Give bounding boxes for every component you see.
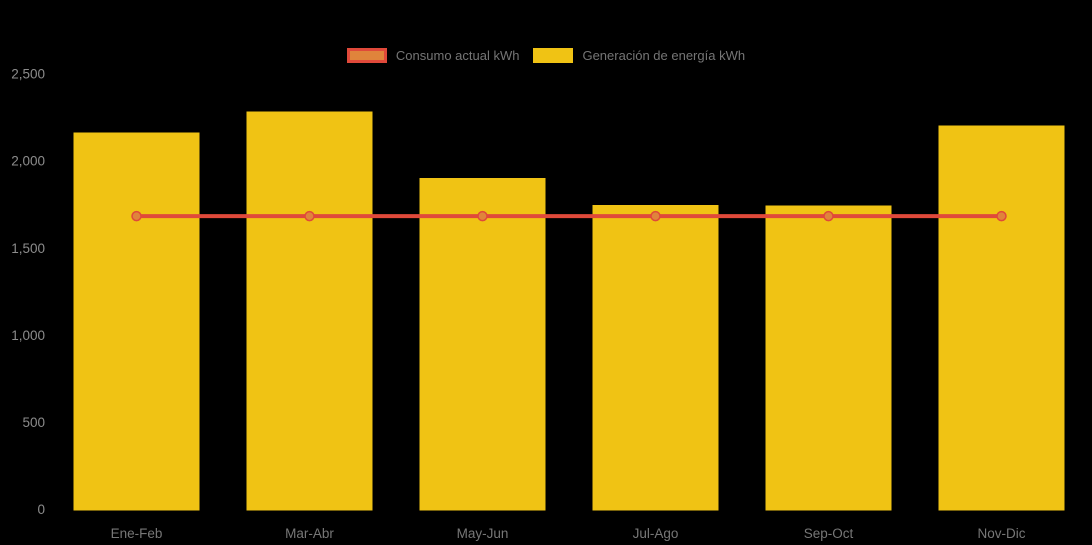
legend-item-generacion[interactable]: Generación de energía kWh bbox=[533, 48, 745, 63]
y-axis-tick-label: 2,500 bbox=[11, 67, 45, 82]
consumption-marker-Jul-Ago[interactable] bbox=[650, 210, 661, 222]
x-axis-tick-label: Sep-Oct bbox=[804, 526, 854, 541]
consumption-marker-May-Jun[interactable] bbox=[477, 210, 488, 222]
legend-item-consumo[interactable]: Consumo actual kWh bbox=[346, 48, 520, 63]
consumption-marker-Ene-Feb[interactable] bbox=[131, 210, 142, 222]
generation-bar-Jul-Ago[interactable] bbox=[592, 204, 719, 511]
y-axis-tick-label: 0 bbox=[37, 502, 45, 517]
generation-bar-Mar-Abr[interactable] bbox=[246, 111, 373, 511]
y-axis-tick-label: 1,000 bbox=[11, 328, 45, 343]
x-axis-tick-label: Nov-Dic bbox=[977, 526, 1025, 541]
y-axis-tick-label: 2,000 bbox=[11, 154, 45, 169]
generation-bar-Sep-Oct[interactable] bbox=[765, 205, 892, 511]
legend-label-consumo: Consumo actual kWh bbox=[395, 48, 520, 63]
x-axis-tick-label: Jul-Ago bbox=[633, 526, 679, 541]
consumption-marker-Nov-Dic[interactable] bbox=[996, 210, 1007, 222]
x-axis-tick-label: Mar-Abr bbox=[285, 526, 334, 541]
chart-legend: Consumo actual kWh Generación de energía… bbox=[0, 48, 1092, 63]
consumption-marker-Mar-Abr[interactable] bbox=[304, 210, 315, 222]
generacion-swatch-icon bbox=[533, 48, 574, 63]
x-axis-tick-label: May-Jun bbox=[457, 526, 509, 541]
y-axis-tick-label: 500 bbox=[22, 415, 45, 430]
legend-label-generacion: Generación de energía kWh bbox=[582, 48, 746, 63]
y-axis-tick-label: 1,500 bbox=[11, 241, 45, 256]
generation-bar-May-Jun[interactable] bbox=[419, 177, 546, 511]
consumo-swatch-icon bbox=[346, 48, 387, 63]
generation-bar-Ene-Feb[interactable] bbox=[73, 132, 200, 511]
generation-bar-Nov-Dic[interactable] bbox=[938, 125, 1065, 511]
consumption-marker-Sep-Oct[interactable] bbox=[823, 210, 834, 222]
x-axis-tick-label: Ene-Feb bbox=[111, 526, 163, 541]
